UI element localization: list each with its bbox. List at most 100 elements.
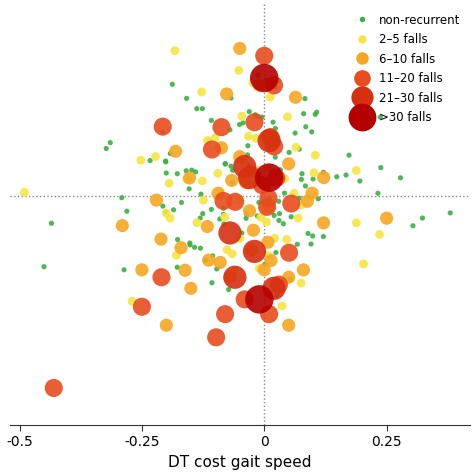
Point xyxy=(174,236,182,243)
Point xyxy=(138,266,146,273)
Point xyxy=(245,132,252,140)
Point xyxy=(159,128,166,136)
Point xyxy=(295,194,303,202)
Point xyxy=(278,302,286,310)
Point xyxy=(157,236,165,243)
Point xyxy=(231,273,239,281)
Point xyxy=(255,199,263,206)
Point xyxy=(137,156,145,164)
Point xyxy=(342,171,350,179)
Point xyxy=(260,52,268,60)
Point xyxy=(182,167,190,174)
Point xyxy=(236,235,244,242)
Point xyxy=(186,174,193,182)
Point xyxy=(255,82,263,89)
Point xyxy=(265,310,273,318)
Point xyxy=(320,219,328,227)
Point xyxy=(265,174,273,182)
Point xyxy=(376,231,383,238)
Point xyxy=(229,166,237,174)
Point xyxy=(241,163,248,170)
Point xyxy=(226,229,234,237)
Point xyxy=(297,279,305,287)
Point xyxy=(267,257,275,264)
Point xyxy=(254,72,262,79)
Point xyxy=(277,166,284,173)
Point xyxy=(123,208,131,215)
Point xyxy=(20,189,28,196)
Point xyxy=(218,123,225,131)
Point xyxy=(275,281,283,288)
Point xyxy=(171,47,179,55)
Point xyxy=(244,142,252,149)
Point xyxy=(295,146,303,153)
Point xyxy=(314,195,322,202)
Point xyxy=(118,194,126,201)
Point xyxy=(159,202,167,210)
Point xyxy=(266,144,273,152)
Point xyxy=(209,252,217,260)
Point xyxy=(301,182,309,190)
Point xyxy=(228,179,236,186)
Point xyxy=(208,279,216,287)
Point xyxy=(205,256,212,264)
Point xyxy=(292,144,300,151)
Point xyxy=(397,174,404,182)
Point xyxy=(200,196,207,204)
Point xyxy=(285,249,293,256)
Point xyxy=(162,157,169,165)
Point xyxy=(219,197,227,205)
Point xyxy=(266,133,274,141)
Point xyxy=(216,215,224,223)
Point xyxy=(270,284,278,292)
Point xyxy=(228,177,236,184)
Point xyxy=(409,222,417,229)
Point xyxy=(162,208,170,216)
Point xyxy=(249,79,256,87)
Point xyxy=(298,175,305,183)
Point xyxy=(231,198,239,206)
Point xyxy=(170,206,177,214)
Point xyxy=(198,88,206,96)
Point xyxy=(197,191,205,198)
Point xyxy=(255,296,263,303)
Point xyxy=(102,145,110,152)
Point xyxy=(333,173,341,181)
Point xyxy=(40,263,48,271)
Point xyxy=(265,252,273,259)
Point xyxy=(267,129,275,137)
Point xyxy=(188,166,195,174)
Point xyxy=(235,67,243,74)
Point xyxy=(163,169,170,177)
Point xyxy=(241,296,248,303)
Point xyxy=(265,164,273,172)
Point xyxy=(265,137,273,145)
Point xyxy=(208,117,215,124)
Point xyxy=(251,118,258,126)
Point xyxy=(219,210,227,218)
Point xyxy=(293,240,301,248)
Point xyxy=(169,81,176,88)
Point xyxy=(236,196,243,203)
Point xyxy=(273,174,280,182)
Point xyxy=(203,223,211,230)
Point xyxy=(304,230,312,237)
Point xyxy=(221,213,228,221)
Point xyxy=(264,202,272,210)
Point xyxy=(153,196,160,204)
Point xyxy=(264,238,272,246)
Point xyxy=(181,266,189,274)
Point xyxy=(251,247,258,255)
Point xyxy=(163,209,170,217)
Point xyxy=(120,266,128,273)
Point xyxy=(192,168,200,176)
Point xyxy=(377,164,384,172)
Point xyxy=(138,303,146,310)
Point xyxy=(273,292,281,300)
Point xyxy=(196,214,204,222)
Point xyxy=(270,143,278,150)
Point xyxy=(285,273,292,281)
Point xyxy=(193,105,201,112)
Point xyxy=(241,173,249,181)
Point xyxy=(246,108,253,116)
